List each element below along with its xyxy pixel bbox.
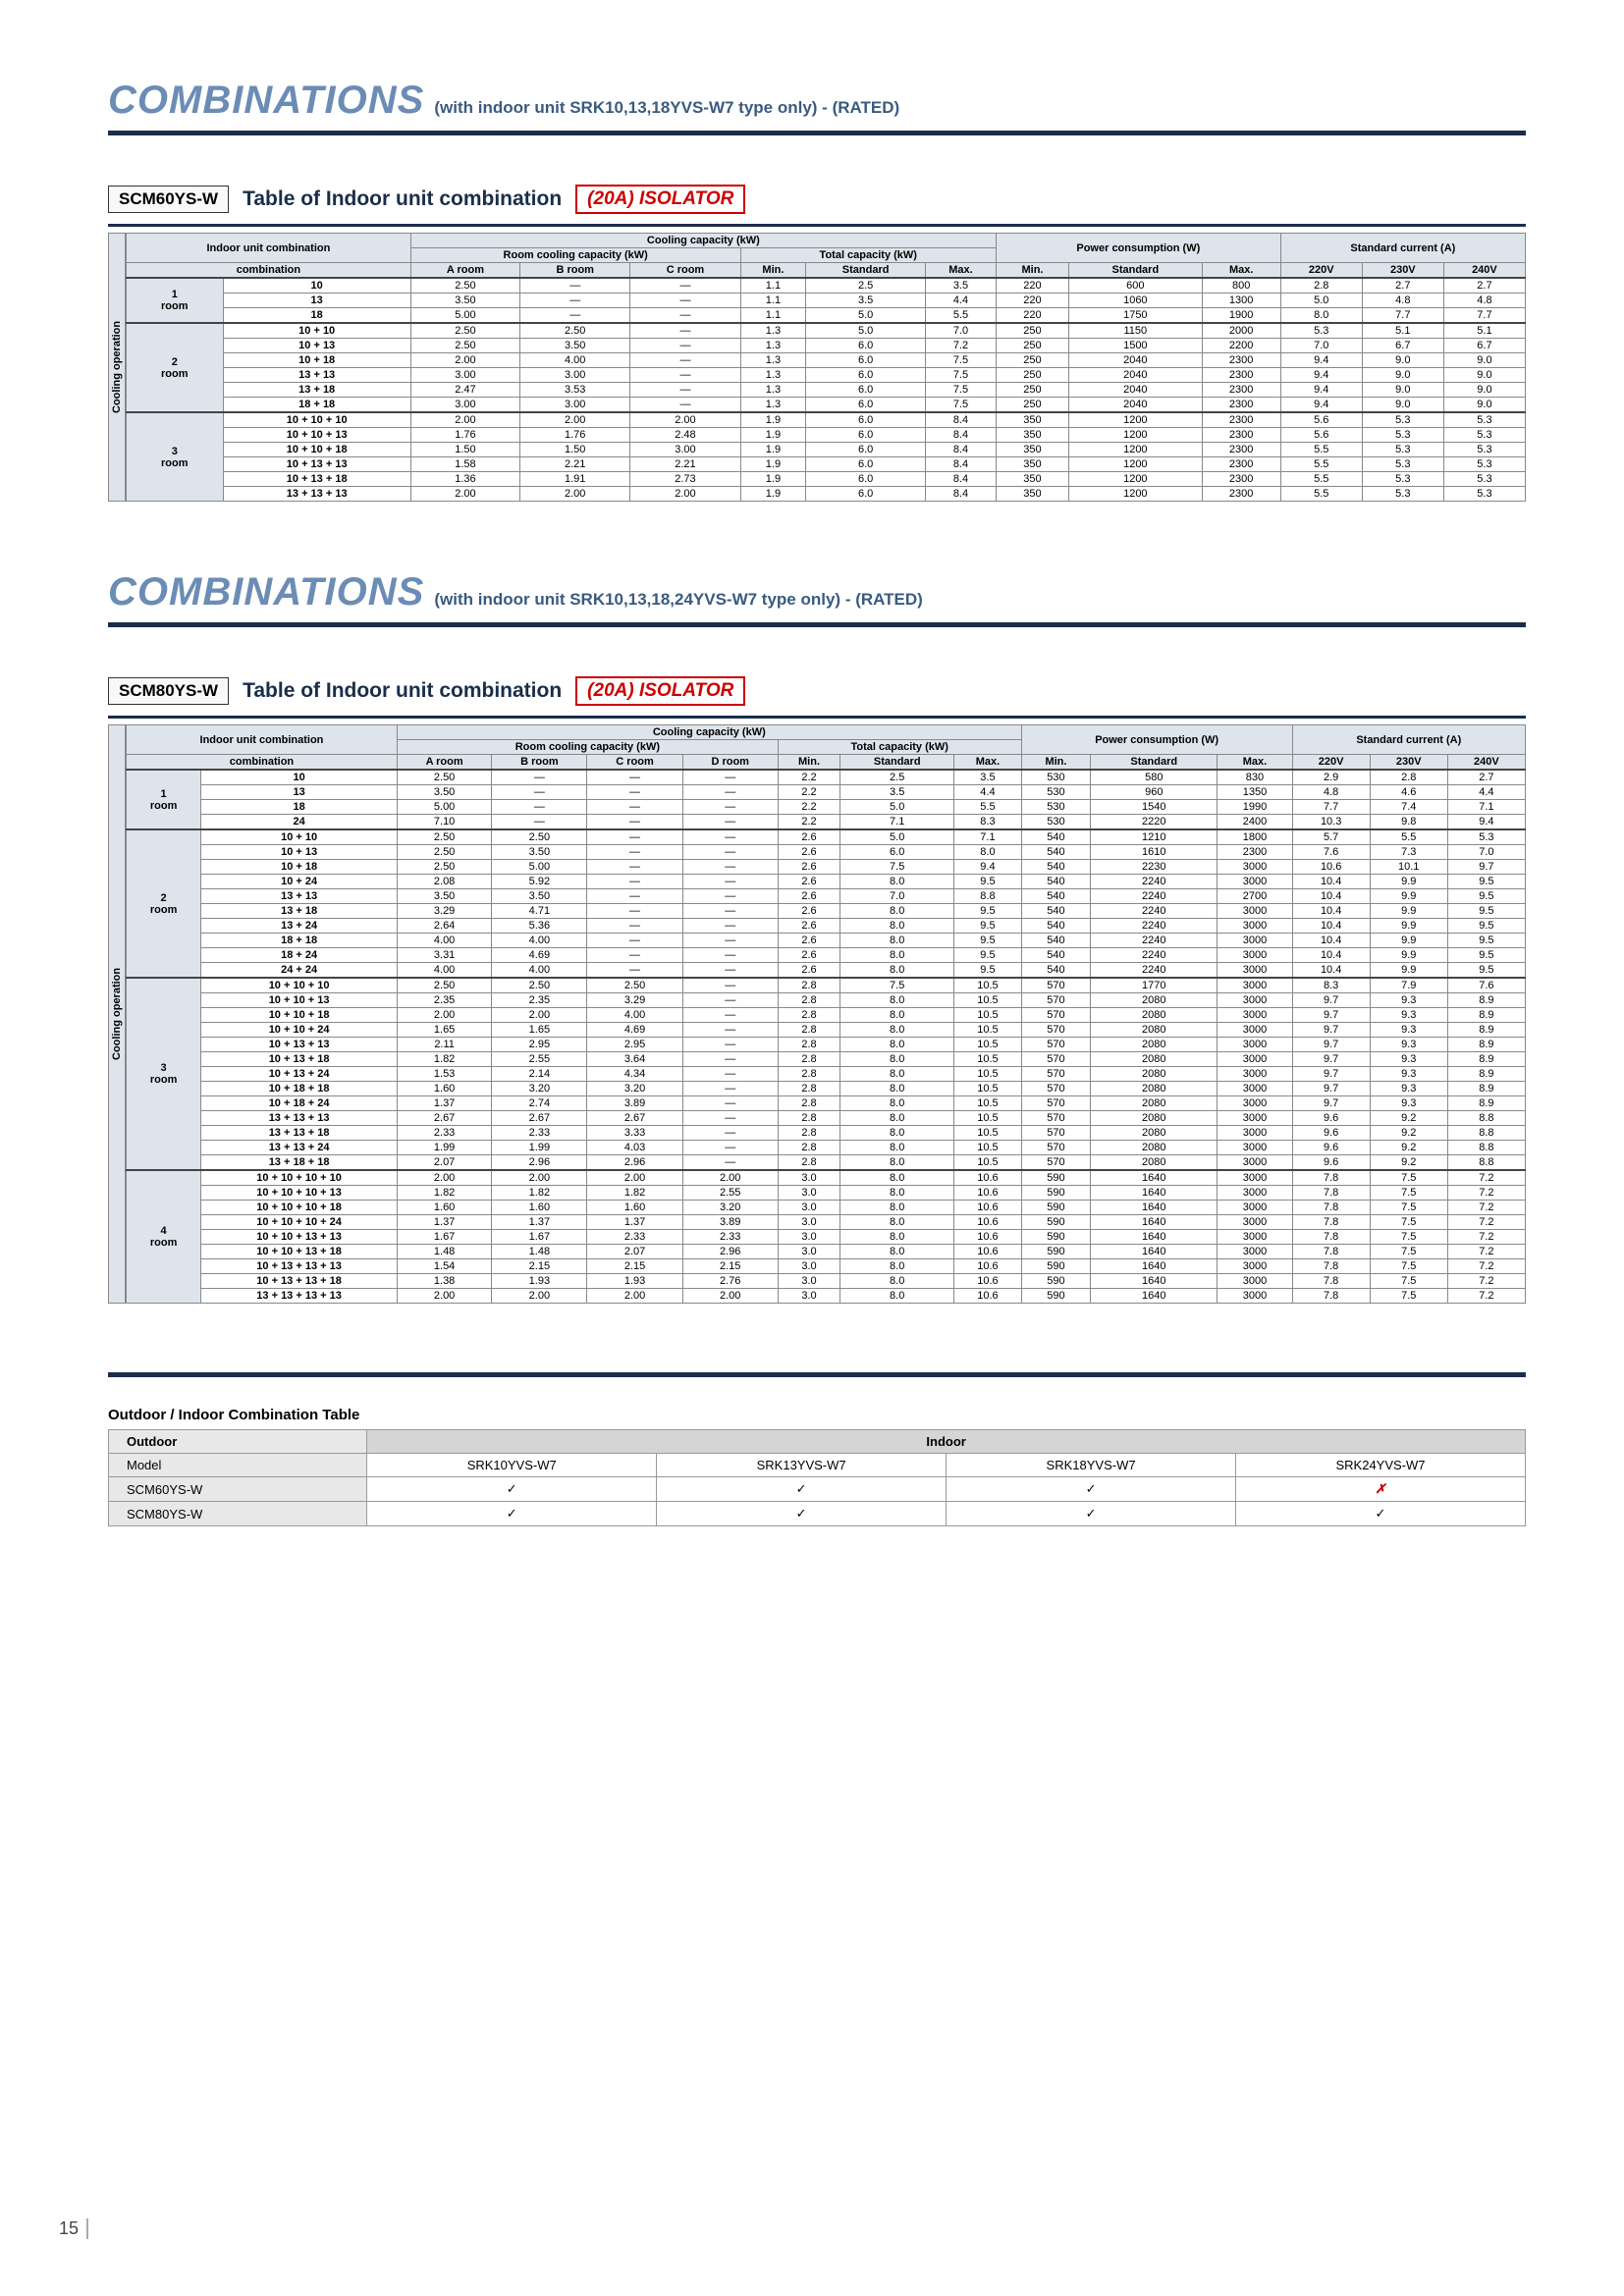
- section1-title: COMBINATIONS: [108, 79, 424, 123]
- isolator-badge: (20A) ISOLATOR: [575, 185, 745, 214]
- compatibility-table: OutdoorIndoorModelSRK10YVS-W7SRK13YVS-W7…: [108, 1429, 1526, 1526]
- rule: [108, 131, 1526, 135]
- compat-title: Outdoor / Indoor Combination Table: [108, 1407, 1526, 1423]
- section1-label-row: SCM60YS-W Table of Indoor unit combinati…: [108, 185, 1526, 214]
- model-box: SCM60YS-W: [108, 186, 229, 213]
- combination-table-1: Indoor unit combinationCooling capacity …: [126, 233, 1526, 502]
- section1-sub: (with indoor unit SRK10,13,18YVS-W7 type…: [434, 98, 899, 118]
- section2-header: COMBINATIONS (with indoor unit SRK10,13,…: [108, 570, 1526, 614]
- section2-label-row: SCM80YS-W Table of Indoor unit combinati…: [108, 676, 1526, 706]
- model-box: SCM80YS-W: [108, 677, 229, 705]
- isolator-badge: (20A) ISOLATOR: [575, 676, 745, 706]
- table1-wrap: Cooling operation Indoor unit combinatio…: [108, 233, 1526, 502]
- section2-sub: (with indoor unit SRK10,13,18,24YVS-W7 t…: [434, 590, 922, 610]
- combination-table-2: Indoor unit combinationCooling capacity …: [126, 724, 1526, 1304]
- vertical-label: Cooling operation: [108, 724, 126, 1304]
- table-title: Table of Indoor unit combination: [243, 187, 562, 211]
- table2-wrap: Cooling operation Indoor unit combinatio…: [108, 724, 1526, 1304]
- rule: [108, 224, 1526, 227]
- section2-title: COMBINATIONS: [108, 570, 424, 614]
- section1-header: COMBINATIONS (with indoor unit SRK10,13,…: [108, 79, 1526, 123]
- rule: [108, 1372, 1526, 1377]
- rule: [108, 716, 1526, 719]
- page-number: 15: [59, 2218, 88, 2239]
- vertical-label: Cooling operation: [108, 233, 126, 502]
- rule: [108, 622, 1526, 627]
- table-title: Table of Indoor unit combination: [243, 679, 562, 703]
